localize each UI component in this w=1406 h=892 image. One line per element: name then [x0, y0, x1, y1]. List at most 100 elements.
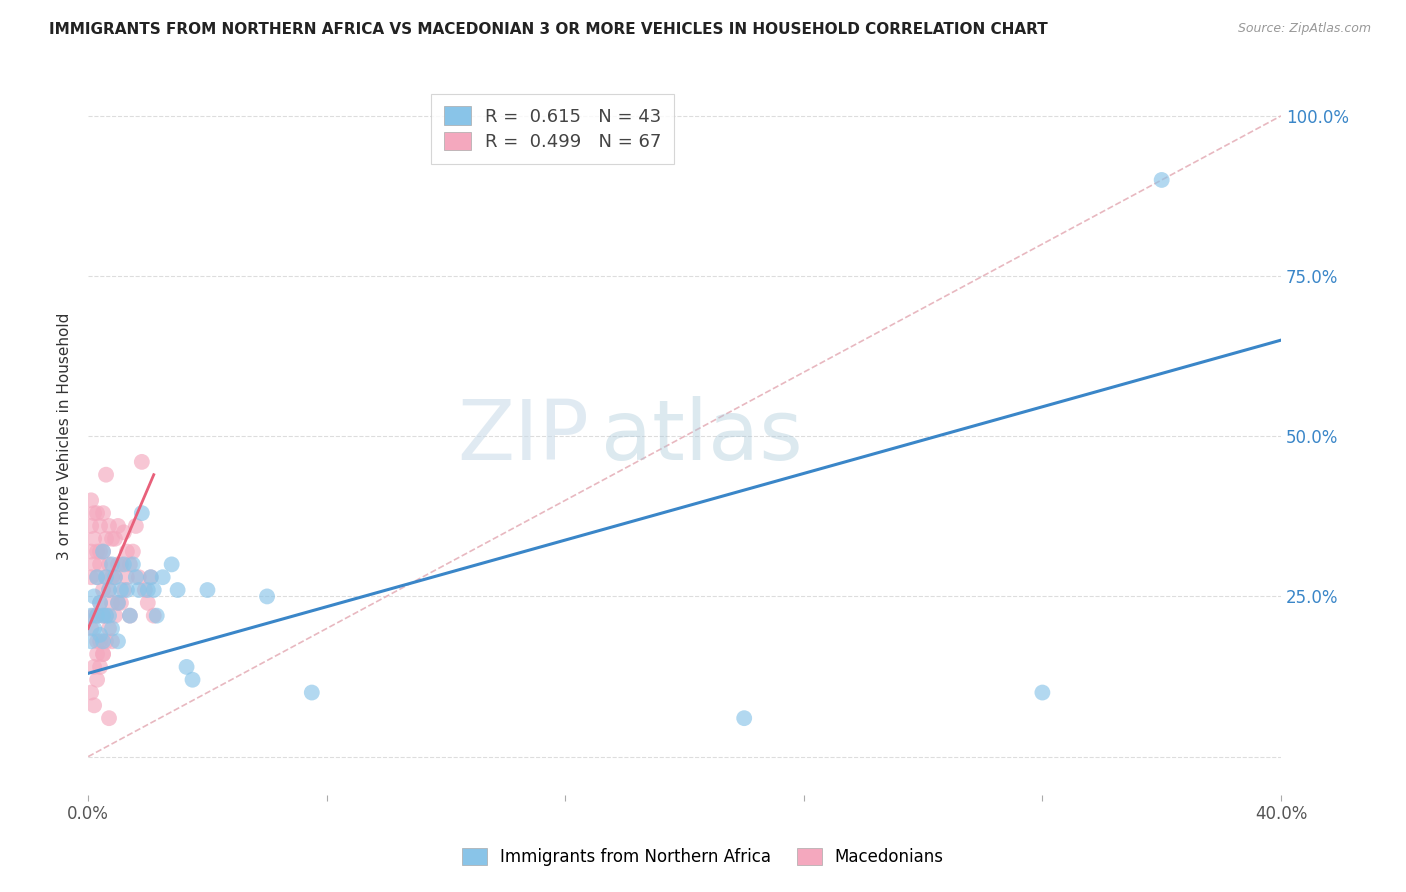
Point [89, 634, 111, 648]
Point [89, 628, 111, 642]
Point [104, 532, 127, 546]
Point [107, 634, 129, 648]
Point [98, 582, 121, 597]
Point [118, 558, 141, 572]
Point [733, 711, 755, 725]
Point [197, 582, 219, 597]
Point [94, 467, 117, 482]
Point [89, 519, 111, 533]
Point [101, 596, 124, 610]
Point [139, 570, 162, 584]
Point [80, 622, 103, 636]
Point [152, 570, 174, 584]
Point [122, 558, 145, 572]
Point [101, 558, 124, 572]
Point [86, 647, 108, 661]
Point [112, 558, 135, 572]
Point [104, 570, 127, 584]
Point [94, 608, 117, 623]
Point [104, 570, 127, 584]
Point [83, 622, 105, 636]
Point [112, 582, 135, 597]
Point [131, 506, 153, 520]
Point [115, 582, 138, 597]
Text: IMMIGRANTS FROM NORTHERN AFRICA VS MACEDONIAN 3 OR MORE VEHICLES IN HOUSEHOLD CO: IMMIGRANTS FROM NORTHERN AFRICA VS MACED… [49, 22, 1047, 37]
Point [101, 570, 124, 584]
Point [94, 532, 117, 546]
Point [91, 647, 114, 661]
Point [89, 596, 111, 610]
Point [160, 558, 183, 572]
Point [1031, 685, 1053, 699]
Point [83, 558, 105, 572]
Point [107, 596, 129, 610]
Point [134, 582, 156, 597]
Point [136, 596, 159, 610]
Point [94, 634, 117, 648]
Point [1150, 173, 1173, 187]
Point [110, 558, 132, 572]
Point [142, 582, 165, 597]
Point [86, 570, 108, 584]
Point [83, 506, 105, 520]
Point [91, 582, 114, 597]
Point [181, 673, 204, 687]
Point [107, 596, 129, 610]
Point [89, 660, 111, 674]
Text: atlas: atlas [600, 396, 803, 476]
Point [91, 608, 114, 623]
Point [110, 596, 132, 610]
Point [118, 608, 141, 623]
Point [91, 647, 114, 661]
Point [98, 558, 121, 572]
Point [83, 590, 105, 604]
Point [128, 570, 150, 584]
Point [80, 608, 103, 623]
Point [86, 673, 108, 687]
Point [122, 544, 145, 558]
Point [86, 634, 108, 648]
Point [101, 532, 124, 546]
Point [104, 608, 127, 623]
Point [145, 608, 167, 623]
Point [80, 685, 103, 699]
Point [176, 660, 198, 674]
Point [98, 622, 121, 636]
Point [115, 544, 138, 558]
Point [101, 634, 124, 648]
Legend: R =  0.615   N = 43, R =  0.499   N = 67: R = 0.615 N = 43, R = 0.499 N = 67 [432, 94, 675, 164]
Y-axis label: 3 or more Vehicles in Household: 3 or more Vehicles in Household [58, 312, 72, 560]
Point [301, 685, 323, 699]
Point [139, 570, 162, 584]
Point [83, 608, 105, 623]
Point [142, 608, 165, 623]
Point [86, 608, 108, 623]
Point [98, 711, 121, 725]
Point [112, 525, 135, 540]
Point [83, 660, 105, 674]
Point [86, 506, 108, 520]
Point [86, 608, 108, 623]
Point [91, 506, 114, 520]
Point [80, 570, 103, 584]
Point [80, 519, 103, 533]
Point [91, 544, 114, 558]
Point [91, 608, 114, 623]
Point [83, 532, 105, 546]
Point [110, 582, 132, 597]
Point [107, 519, 129, 533]
Point [131, 455, 153, 469]
Point [83, 698, 105, 713]
Point [94, 570, 117, 584]
Point [89, 596, 111, 610]
Point [107, 558, 129, 572]
Point [98, 608, 121, 623]
Point [136, 582, 159, 597]
Point [91, 634, 114, 648]
Point [115, 570, 138, 584]
Point [128, 582, 150, 597]
Point [89, 558, 111, 572]
Point [91, 544, 114, 558]
Point [80, 634, 103, 648]
Point [125, 570, 148, 584]
